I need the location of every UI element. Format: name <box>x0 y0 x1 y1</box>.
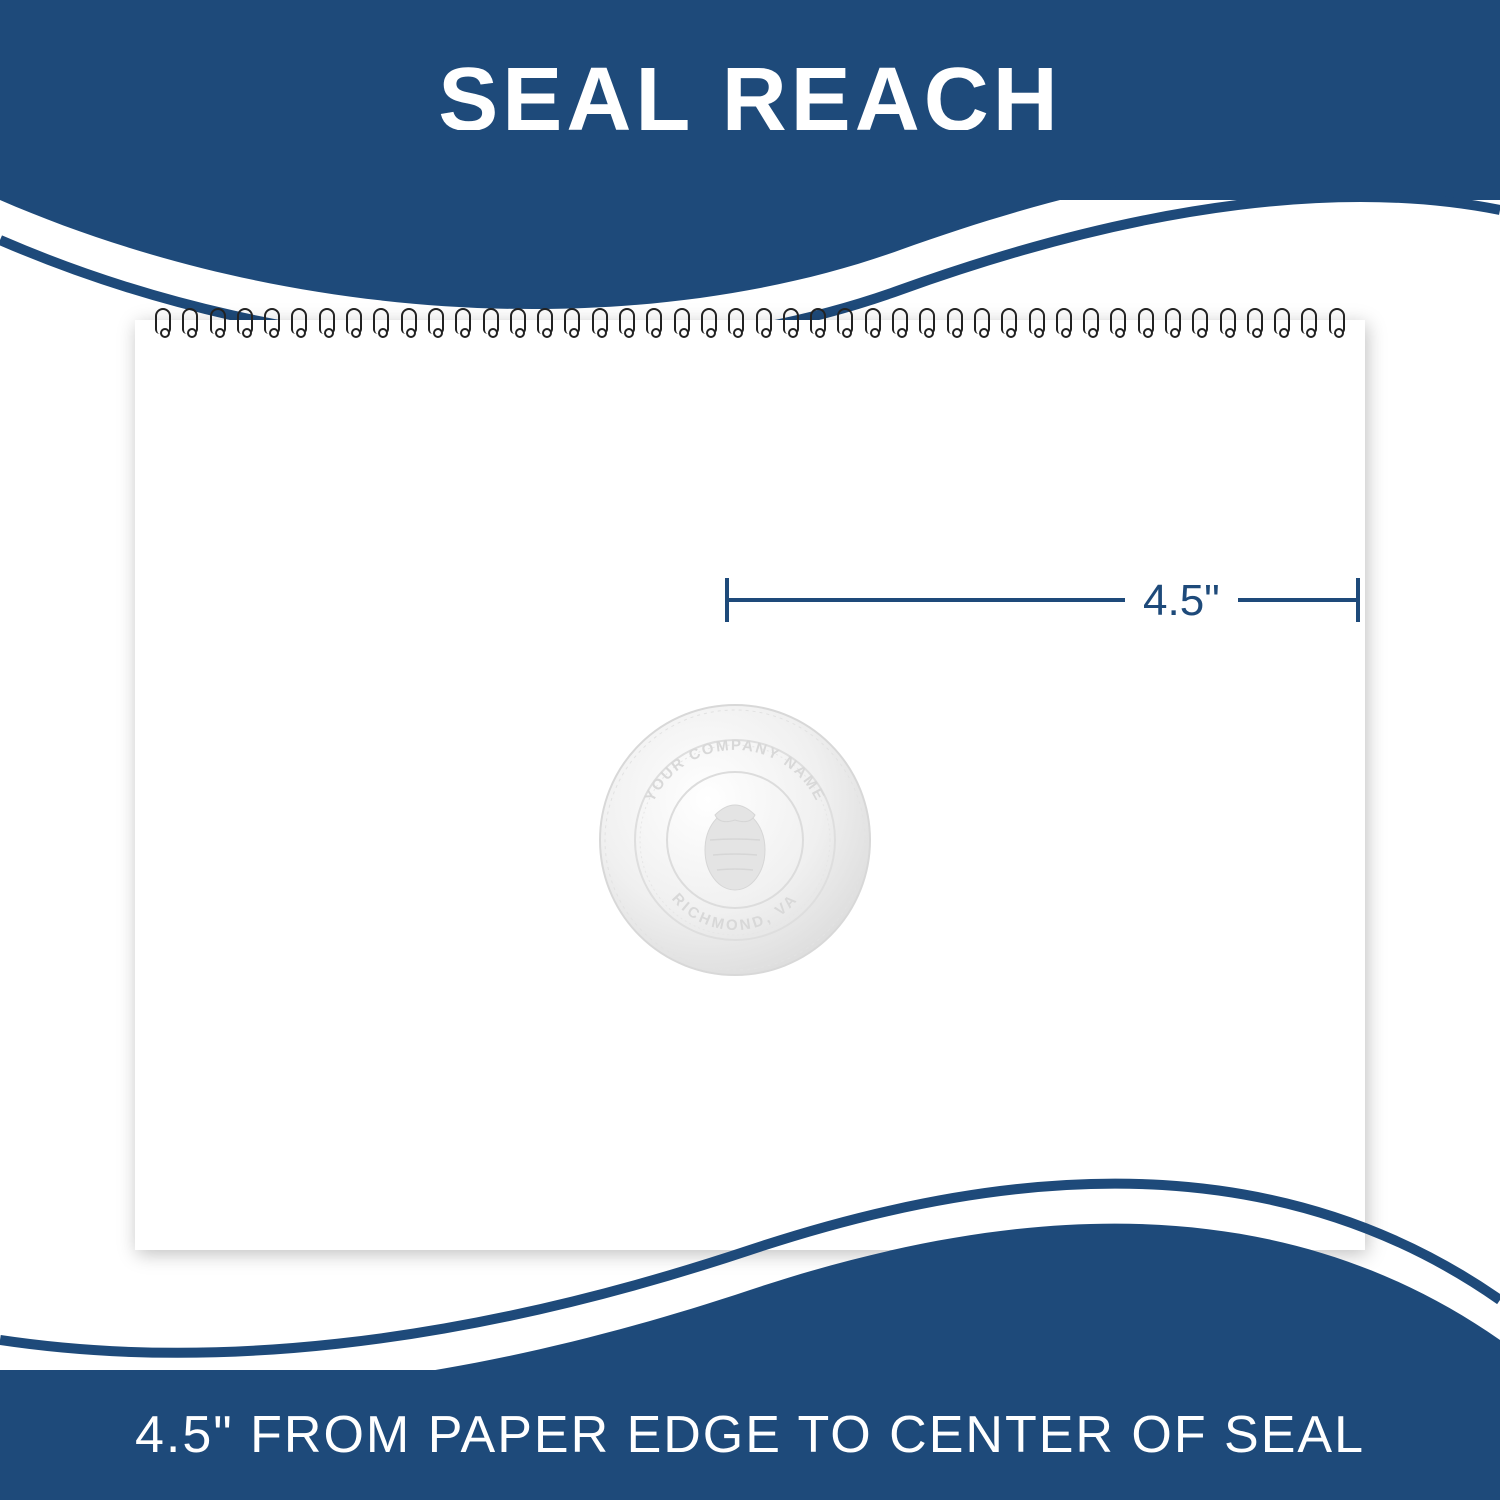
spiral-ring <box>1056 308 1072 334</box>
spiral-ring <box>810 308 826 334</box>
footer-text: 4.5" FROM PAPER EDGE TO CENTER OF SEAL <box>135 1405 1365 1465</box>
spiral-ring <box>428 308 444 334</box>
spiral-ring <box>483 308 499 334</box>
measure-line <box>725 598 1360 602</box>
spiral-ring <box>346 308 362 334</box>
spiral-ring <box>1192 308 1208 334</box>
spiral-ring <box>373 308 389 334</box>
spiral-binding <box>155 308 1345 338</box>
spiral-ring <box>646 308 662 334</box>
spiral-ring <box>1220 308 1236 334</box>
spiral-ring <box>756 308 772 334</box>
spiral-ring <box>1138 308 1154 334</box>
spiral-ring <box>974 308 990 334</box>
spiral-ring <box>537 308 553 334</box>
spiral-ring <box>1329 308 1345 334</box>
spiral-ring <box>1301 308 1317 334</box>
spiral-ring <box>919 308 935 334</box>
spiral-ring <box>837 308 853 334</box>
spiral-ring <box>155 308 171 334</box>
spiral-ring <box>1110 308 1126 334</box>
spiral-ring <box>674 308 690 334</box>
spiral-ring <box>1029 308 1045 334</box>
measure-label: 4.5" <box>1143 576 1220 625</box>
spiral-ring <box>1274 308 1290 334</box>
spiral-ring <box>865 308 881 334</box>
measure-tick-right <box>1356 578 1360 622</box>
spiral-ring <box>701 308 717 334</box>
notepad: 4.5" YOUR COMPANY NAME RIC <box>135 320 1365 1250</box>
spiral-ring <box>319 308 335 334</box>
spiral-ring <box>264 308 280 334</box>
header-title: SEAL REACH <box>438 49 1061 152</box>
spiral-ring <box>728 308 744 334</box>
measurement-indicator: 4.5" <box>725 570 1360 630</box>
spiral-ring <box>210 308 226 334</box>
spiral-ring <box>892 308 908 334</box>
spiral-ring <box>1247 308 1263 334</box>
spiral-ring <box>455 308 471 334</box>
spiral-ring <box>564 308 580 334</box>
header-band: SEAL REACH <box>0 0 1500 200</box>
measure-label-box: 4.5" <box>1125 576 1238 626</box>
spiral-ring <box>592 308 608 334</box>
spiral-ring <box>510 308 526 334</box>
spiral-ring <box>401 308 417 334</box>
spiral-ring <box>1165 308 1181 334</box>
spiral-ring <box>947 308 963 334</box>
spiral-ring <box>1001 308 1017 334</box>
spiral-ring <box>291 308 307 334</box>
spiral-ring <box>237 308 253 334</box>
spiral-ring <box>1083 308 1099 334</box>
footer-band: 4.5" FROM PAPER EDGE TO CENTER OF SEAL <box>0 1370 1500 1500</box>
spiral-ring <box>619 308 635 334</box>
embossed-seal: YOUR COMPANY NAME RICHMOND, VA <box>595 700 875 980</box>
spiral-ring <box>783 308 799 334</box>
spiral-ring <box>182 308 198 334</box>
